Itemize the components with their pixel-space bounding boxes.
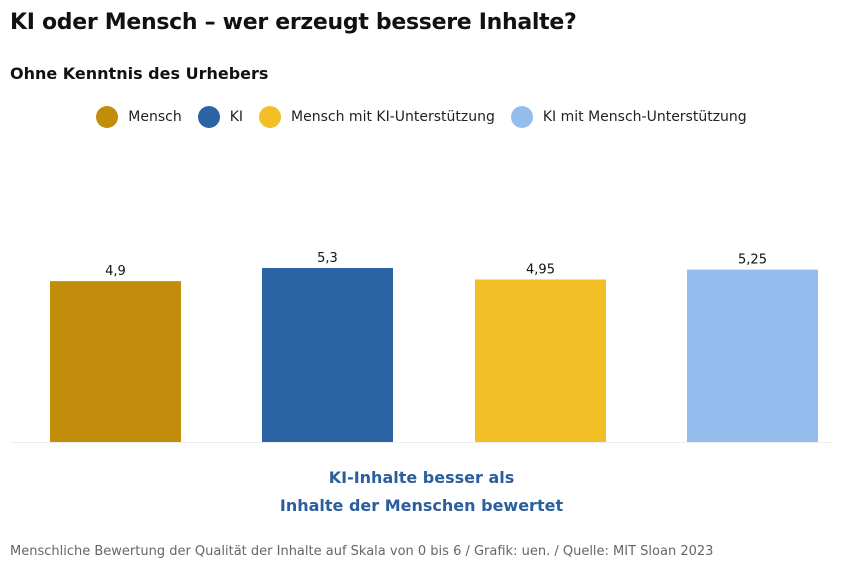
bar	[262, 268, 393, 442]
bar	[50, 281, 181, 442]
chart-note-line1: KI-Inhalte besser als	[328, 468, 515, 487]
chart-note-line2: Inhalte der Menschen bewertet	[279, 496, 564, 515]
legend-item-mensch-mit-ki: Mensch mit KI-Unterstützung	[259, 106, 495, 128]
legend-item-mensch: Mensch	[96, 106, 182, 128]
bar-value-label: 5,25	[738, 253, 767, 268]
legend-label: Mensch mit KI-Unterstützung	[291, 109, 495, 125]
bar-value-label: 4,95	[526, 262, 555, 277]
legend: Mensch KI Mensch mit KI-Unterstützung KI…	[0, 106, 843, 128]
legend-swatch	[197, 106, 220, 128]
legend-label: KI	[229, 109, 244, 125]
legend-label: Mensch	[128, 109, 182, 125]
legend-swatch	[510, 106, 533, 128]
bar-chart: 4,9 5,3 4,95 5,25	[10, 251, 833, 443]
legend-swatch	[259, 106, 282, 128]
legend-item-ki-mit-mensch: KI mit Mensch-Unterstützung	[510, 106, 747, 128]
bar-value-label: 5,3	[317, 251, 338, 266]
bar	[475, 279, 606, 442]
source-footer: Menschliche Bewertung der Qualität der I…	[10, 544, 714, 559]
chart-subtitle: Ohne Kenntnis des Urhebers	[10, 64, 269, 83]
legend-item-ki: KI	[197, 106, 244, 128]
bar	[687, 269, 818, 442]
bar-value-label: 4,9	[105, 264, 126, 279]
legend-swatch	[96, 106, 119, 128]
legend-label: KI mit Mensch-Unterstützung	[542, 109, 747, 125]
chart-title: KI oder Mensch – wer erzeugt bessere Inh…	[10, 10, 577, 35]
